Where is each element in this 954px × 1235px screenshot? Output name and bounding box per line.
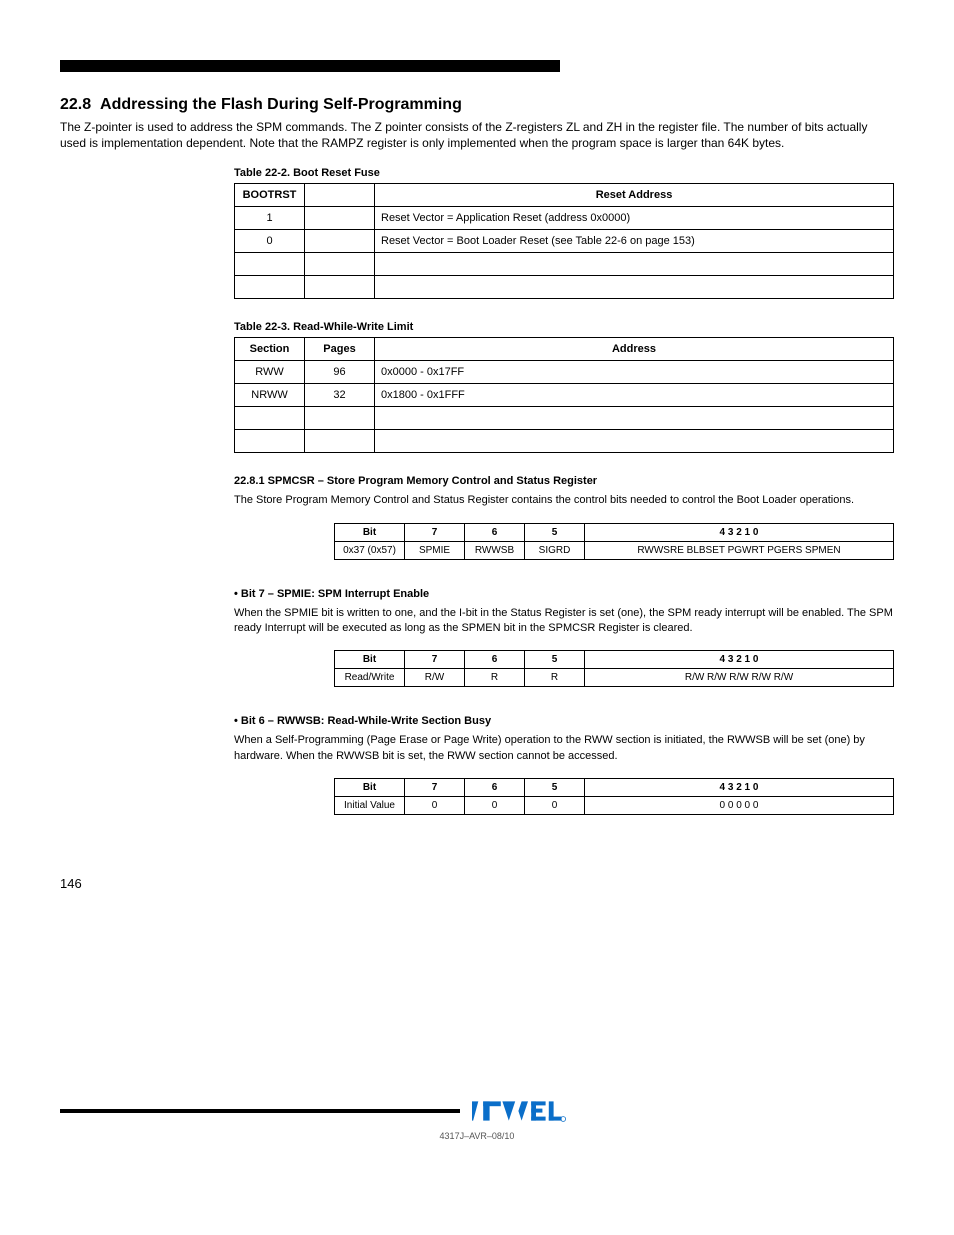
td: 6: [465, 651, 525, 669]
table-bootrst: BOOTRST Reset Address 1 Reset Vector = A…: [234, 183, 894, 299]
td: 1: [235, 207, 305, 230]
addr-header-row: Bit 7 6 5 4 3 2 1 0: [335, 523, 894, 541]
table-row: 0 Reset Vector = Boot Loader Reset (see …: [235, 230, 894, 253]
addr-table: Bit 7 6 5 4 3 2 1 0 Initial Value 0 0 0 …: [334, 778, 894, 815]
td: 96: [305, 361, 375, 384]
top-rule: [60, 60, 560, 72]
td: 6: [465, 523, 525, 541]
th: Section: [235, 338, 305, 361]
reg-label: • Bit 6 – RWWSB: Read-While-Write Sectio…: [234, 715, 894, 727]
table-row: NRWW 32 0x1800 - 0x1FFF: [235, 384, 894, 407]
table-row: RWW 96 0x0000 - 0x17FF: [235, 361, 894, 384]
section-intro: The Z-pointer is used to address the SPM…: [60, 120, 894, 151]
td: 6: [465, 779, 525, 797]
reg-desc: When a Self-Programming (Page Erase or P…: [234, 733, 894, 764]
footer: [60, 1095, 894, 1127]
register-block: 22.8.1 SPMCSR – Store Program Memory Con…: [234, 475, 894, 559]
table-row: [235, 276, 894, 299]
reg-desc: When the SPMIE bit is written to one, an…: [234, 606, 894, 637]
td: NRWW: [235, 384, 305, 407]
reg-desc: The Store Program Memory Control and Sta…: [234, 493, 894, 508]
register-block: • Bit 6 – RWWSB: Read-While-Write Sectio…: [234, 715, 894, 815]
td: 5: [525, 779, 585, 797]
th: BOOTRST: [235, 184, 305, 207]
td: R/W: [405, 669, 465, 687]
table-header-row: Section Pages Address: [235, 338, 894, 361]
th: Reset Address: [375, 184, 894, 207]
atmel-logo-icon: [472, 1095, 568, 1127]
td: 0: [405, 797, 465, 815]
addr-header-row: Bit 7 6 5 4 3 2 1 0: [335, 779, 894, 797]
td: 7: [405, 651, 465, 669]
addr-table: Bit 7 6 5 4 3 2 1 0 Read/Write R/W R R R…: [334, 650, 894, 687]
td: 0: [525, 797, 585, 815]
td: Reset Vector = Boot Loader Reset (see Ta…: [375, 230, 894, 253]
td: 32: [305, 384, 375, 407]
td: Initial Value: [335, 797, 405, 815]
td: 0x0000 - 0x17FF: [375, 361, 894, 384]
table-row: [235, 253, 894, 276]
th-spacer: [305, 184, 375, 207]
td: RWW: [235, 361, 305, 384]
th: Address: [375, 338, 894, 361]
addr-value-row: 0x37 (0x57) SPMIE RWWSB SIGRD RWWSRE BLB…: [335, 541, 894, 559]
td: 0x1800 - 0x1FFF: [375, 384, 894, 407]
td: [305, 230, 375, 253]
td: Bit: [335, 651, 405, 669]
reg-label: • Bit 7 – SPMIE: SPM Interrupt Enable: [234, 588, 894, 600]
td: 7: [405, 779, 465, 797]
td: 0 0 0 0 0: [585, 797, 894, 815]
td: RWWSB: [465, 541, 525, 559]
doc-code: 4317J–AVR–08/10: [60, 1131, 894, 1141]
td: 4 3 2 1 0: [585, 523, 894, 541]
td: R: [525, 669, 585, 687]
addr-value-row: Read/Write R/W R R R/W R/W R/W R/W R/W: [335, 669, 894, 687]
td: Bit: [335, 779, 405, 797]
register-block: • Bit 7 – SPMIE: SPM Interrupt Enable Wh…: [234, 588, 894, 688]
td: 0: [465, 797, 525, 815]
td: SPMIE: [405, 541, 465, 559]
td: Read/Write: [335, 669, 405, 687]
td: 4 3 2 1 0: [585, 651, 894, 669]
table-row: 1 Reset Vector = Application Reset (addr…: [235, 207, 894, 230]
td: SIGRD: [525, 541, 585, 559]
td: 0x37 (0x57): [335, 541, 405, 559]
table-row: [235, 407, 894, 430]
addr-value-row: Initial Value 0 0 0 0 0 0 0 0: [335, 797, 894, 815]
reg-label: 22.8.1 SPMCSR – Store Program Memory Con…: [234, 475, 894, 487]
page-number: 146: [60, 876, 120, 891]
td: RWWSRE BLBSET PGWRT PGERS SPMEN: [585, 541, 894, 559]
addr-header-row: Bit 7 6 5 4 3 2 1 0: [335, 651, 894, 669]
td: R: [465, 669, 525, 687]
addr-table: Bit 7 6 5 4 3 2 1 0 0x37 (0x57) SPMIE RW…: [334, 523, 894, 560]
section-number: 22.8: [60, 96, 91, 113]
td: [305, 207, 375, 230]
td: Reset Vector = Application Reset (addres…: [375, 207, 894, 230]
section-title: Addressing the Flash During Self-Program…: [100, 96, 462, 113]
section-heading: 22.8 Addressing the Flash During Self-Pr…: [60, 96, 894, 114]
td: R/W R/W R/W R/W R/W: [585, 669, 894, 687]
table-rww: Section Pages Address RWW 96 0x0000 - 0x…: [234, 337, 894, 453]
td: Bit: [335, 523, 405, 541]
td: 5: [525, 651, 585, 669]
table2-caption: Table 22-3. Read-While-Write Limit: [234, 321, 894, 333]
td: 4 3 2 1 0: [585, 779, 894, 797]
table-header-row: BOOTRST Reset Address: [235, 184, 894, 207]
th: Pages: [305, 338, 375, 361]
table1-caption: Table 22-2. Boot Reset Fuse: [234, 167, 894, 179]
table-row: [235, 430, 894, 453]
td: 0: [235, 230, 305, 253]
td: 7: [405, 523, 465, 541]
td: 5: [525, 523, 585, 541]
bottom-rule: [60, 1109, 460, 1113]
